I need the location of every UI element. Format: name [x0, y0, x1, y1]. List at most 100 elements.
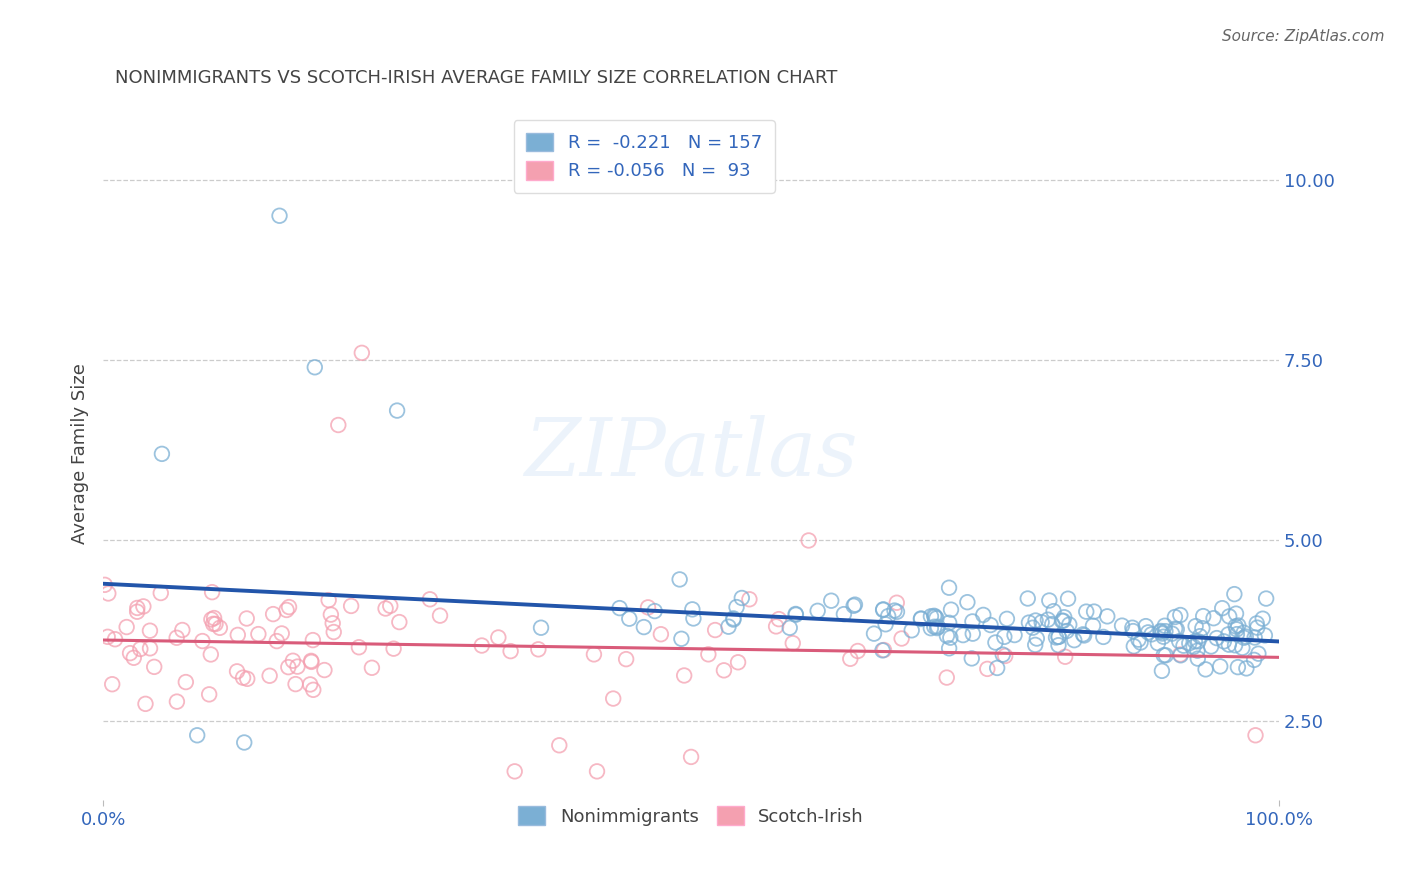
- Point: [322, 616, 344, 631]
- Point: [935, 629, 957, 643]
- Point: [1184, 634, 1206, 648]
- Point: [633, 620, 655, 634]
- Point: [1111, 618, 1133, 632]
- Point: [1254, 628, 1277, 642]
- Point: [208, 621, 231, 635]
- Point: [166, 631, 188, 645]
- Point: [226, 628, 249, 642]
- Point: [1063, 633, 1085, 648]
- Point: [1170, 648, 1192, 663]
- Point: [984, 635, 1007, 649]
- Point: [924, 609, 946, 624]
- Point: [304, 360, 326, 375]
- Point: [1188, 629, 1211, 643]
- Y-axis label: Average Family Size: Average Family Size: [72, 363, 89, 544]
- Point: [1232, 640, 1254, 655]
- Point: [1194, 662, 1216, 676]
- Point: [872, 643, 894, 657]
- Point: [1092, 630, 1115, 644]
- Point: [318, 593, 340, 607]
- Point: [1024, 638, 1046, 652]
- Point: [1187, 651, 1209, 665]
- Point: [1246, 616, 1268, 631]
- Point: [262, 607, 284, 621]
- Point: [782, 636, 804, 650]
- Point: [681, 602, 703, 616]
- Point: [150, 447, 173, 461]
- Point: [340, 599, 363, 613]
- Point: [202, 611, 225, 625]
- Point: [1211, 601, 1233, 615]
- Point: [1073, 628, 1095, 642]
- Point: [602, 691, 624, 706]
- Point: [419, 592, 441, 607]
- Point: [132, 599, 155, 614]
- Point: [952, 628, 974, 642]
- Point: [910, 611, 932, 625]
- Point: [922, 608, 945, 623]
- Point: [839, 652, 862, 666]
- Point: [846, 644, 869, 658]
- Point: [200, 648, 222, 662]
- Point: [927, 620, 949, 634]
- Point: [785, 607, 807, 621]
- Point: [120, 646, 142, 660]
- Point: [284, 677, 307, 691]
- Point: [486, 631, 509, 645]
- Point: [269, 209, 291, 223]
- Point: [1076, 605, 1098, 619]
- Point: [1149, 624, 1171, 639]
- Point: [270, 626, 292, 640]
- Point: [1050, 614, 1073, 628]
- Point: [186, 728, 208, 742]
- Point: [1256, 591, 1278, 606]
- Point: [388, 615, 411, 629]
- Point: [226, 665, 249, 679]
- Point: [1140, 627, 1163, 641]
- Point: [939, 602, 962, 616]
- Point: [1129, 635, 1152, 649]
- Point: [582, 648, 605, 662]
- Point: [1022, 621, 1045, 635]
- Point: [202, 616, 225, 631]
- Point: [1036, 613, 1059, 627]
- Point: [204, 617, 226, 632]
- Point: [374, 601, 396, 615]
- Point: [1251, 612, 1274, 626]
- Text: Source: ZipAtlas.com: Source: ZipAtlas.com: [1222, 29, 1385, 44]
- Point: [872, 603, 894, 617]
- Point: [1168, 634, 1191, 648]
- Point: [174, 675, 197, 690]
- Point: [875, 617, 897, 632]
- Point: [287, 659, 309, 673]
- Point: [191, 634, 214, 648]
- Point: [385, 403, 408, 417]
- Point: [644, 604, 666, 618]
- Point: [723, 611, 745, 625]
- Point: [738, 592, 761, 607]
- Point: [266, 634, 288, 648]
- Point: [1154, 624, 1177, 639]
- Point: [619, 612, 641, 626]
- Text: NONIMMIGRANTS VS SCOTCH-IRISH AVERAGE FAMILY SIZE CORRELATION CHART: NONIMMIGRANTS VS SCOTCH-IRISH AVERAGE FA…: [115, 69, 837, 87]
- Point: [1244, 728, 1267, 742]
- Point: [278, 600, 301, 615]
- Point: [1234, 630, 1257, 644]
- Point: [1150, 624, 1173, 638]
- Point: [939, 631, 962, 645]
- Point: [1017, 591, 1039, 606]
- Point: [281, 654, 304, 668]
- Point: [832, 607, 855, 621]
- Point: [149, 586, 172, 600]
- Point: [614, 652, 637, 666]
- Point: [995, 612, 1018, 626]
- Point: [681, 750, 703, 764]
- Point: [1128, 632, 1150, 647]
- Point: [1042, 604, 1064, 618]
- Point: [127, 601, 149, 615]
- Point: [1246, 621, 1268, 635]
- Point: [129, 642, 152, 657]
- Point: [920, 609, 942, 624]
- Point: [1199, 640, 1222, 654]
- Point: [1243, 653, 1265, 667]
